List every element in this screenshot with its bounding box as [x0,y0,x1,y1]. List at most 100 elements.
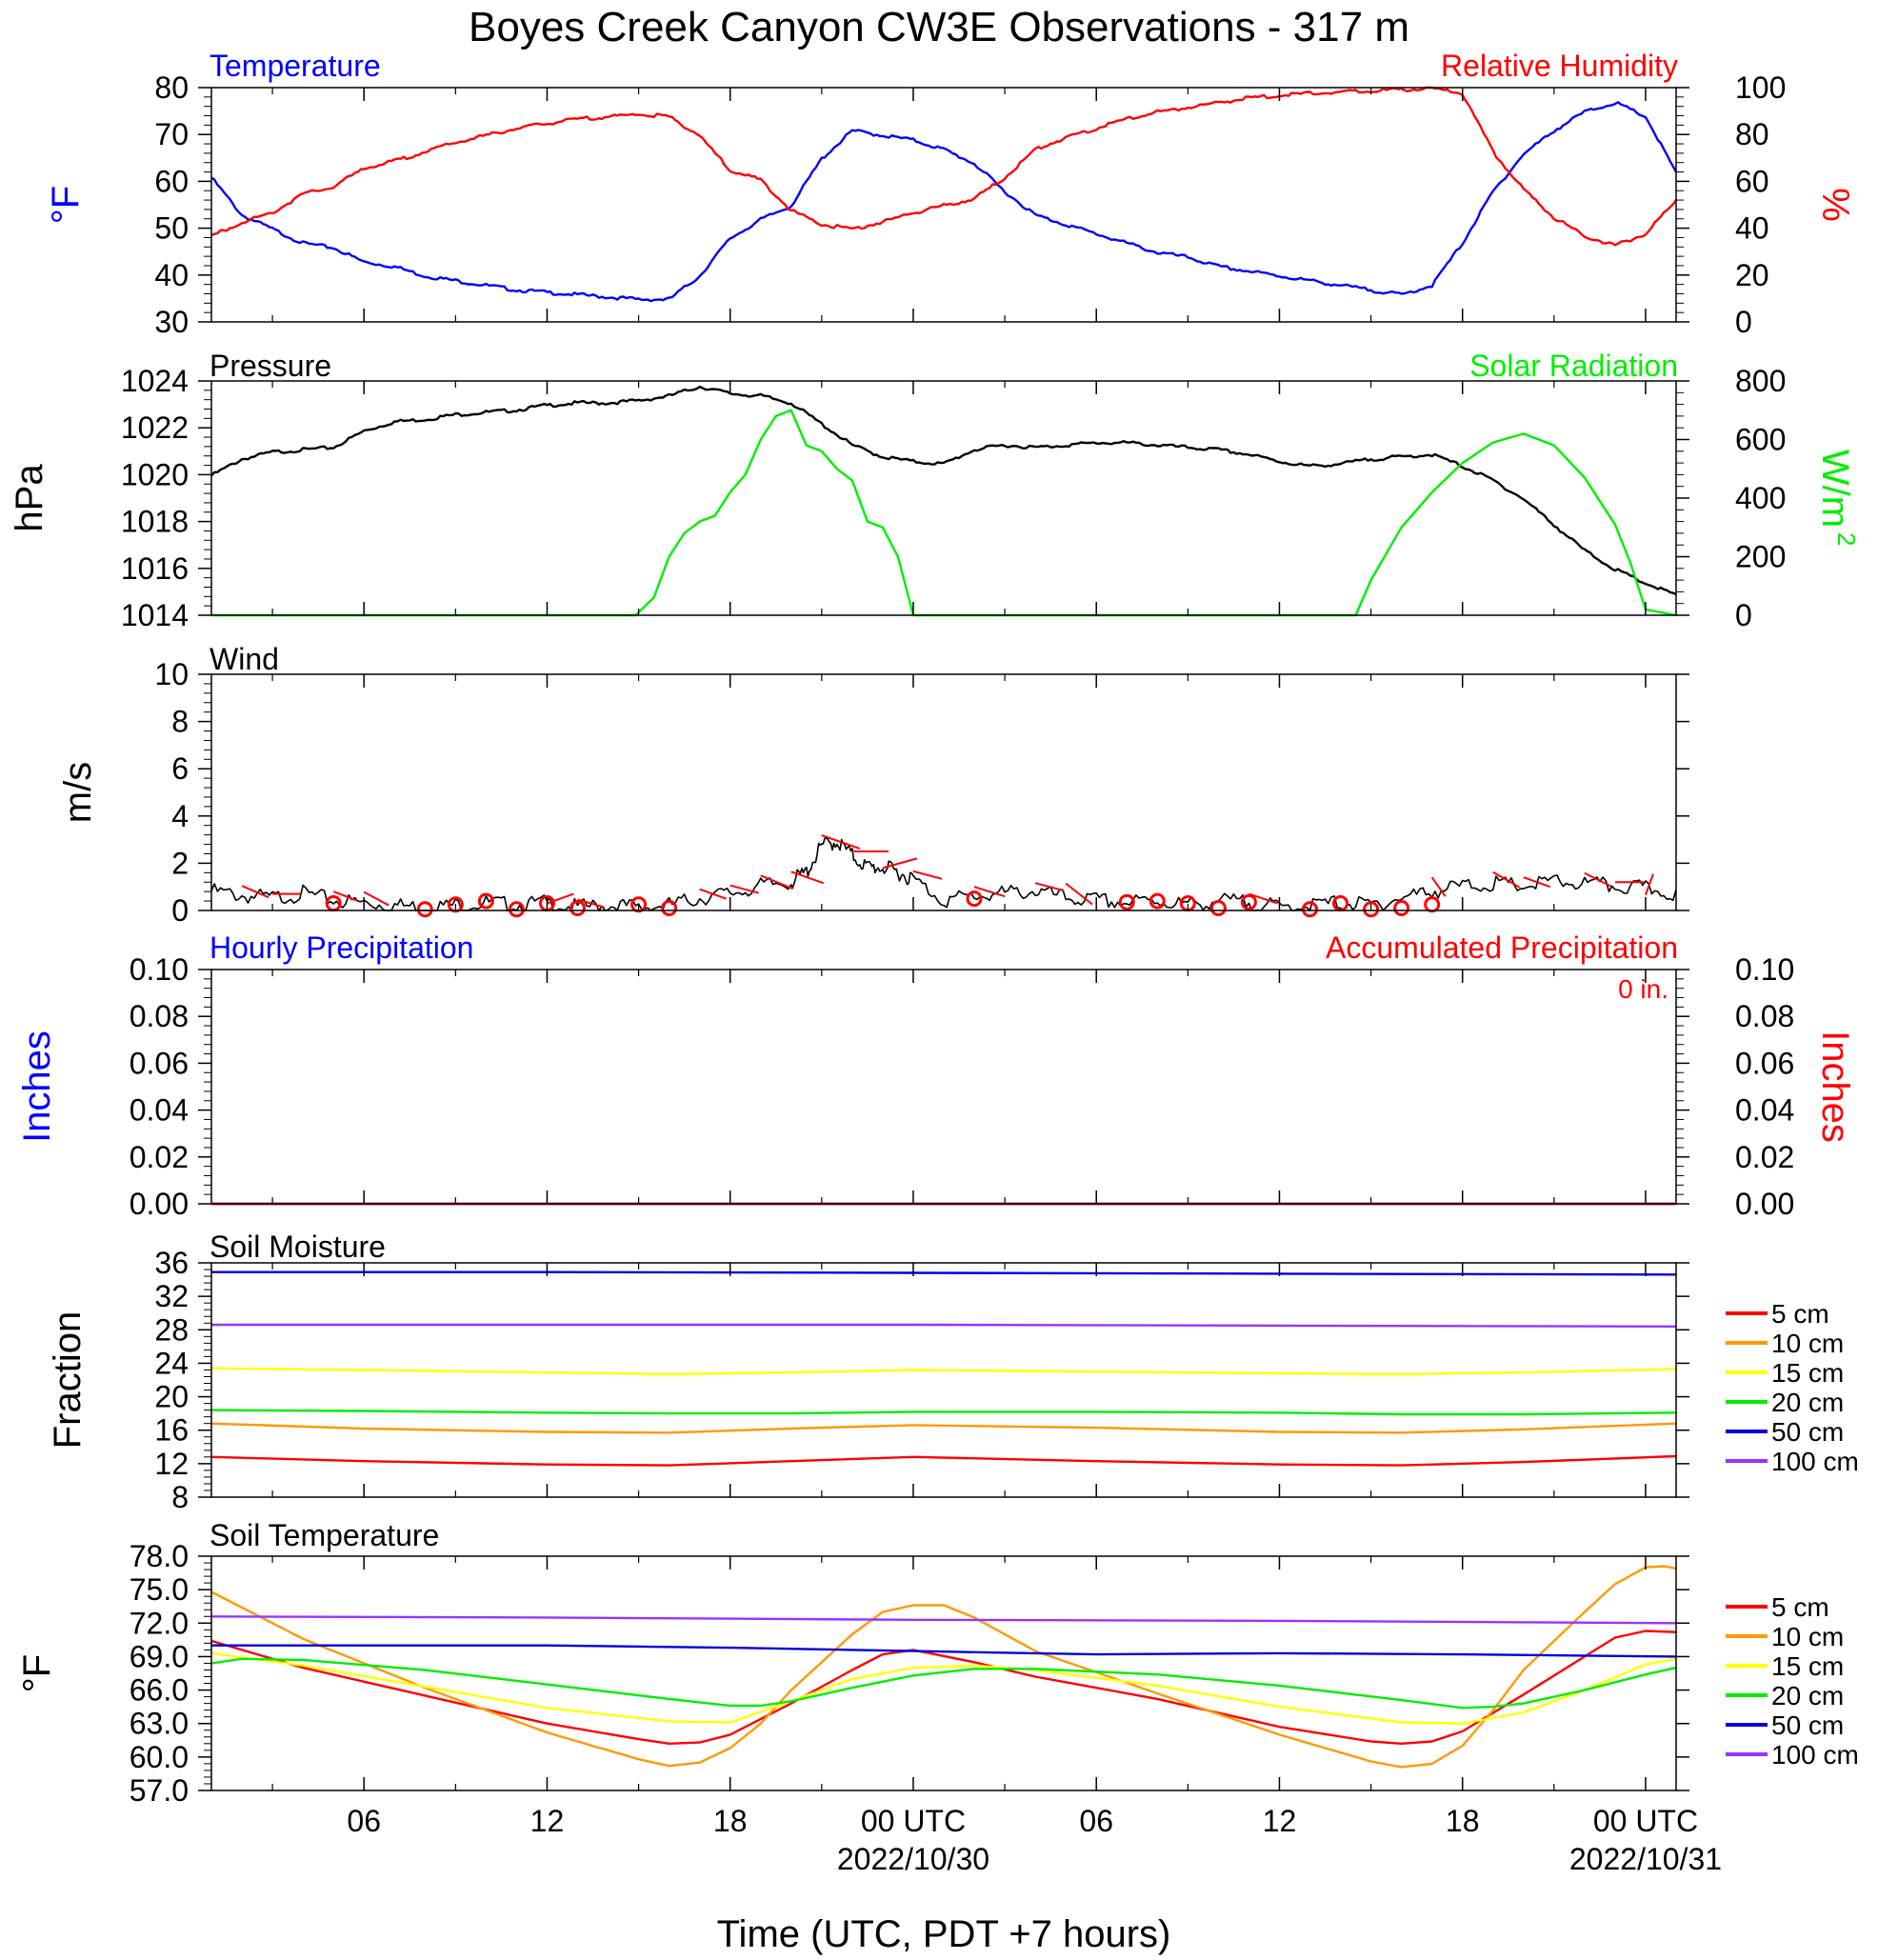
wind-barb [1065,882,1093,906]
hourly-precip-title: Hourly Precipitation [210,930,473,965]
y-tick-label: 28 [154,1312,189,1347]
calm-wind-marker [1393,900,1410,917]
y-tick-label: 75.0 [130,1572,189,1607]
calm-wind-marker [966,890,983,908]
pressure-title: Pressure [210,349,331,383]
pressure-ylabel: hPa [9,464,50,532]
time-axis-title: Time (UTC, PDT +7 hours) [717,1913,1171,1955]
wind-barb [1492,870,1521,889]
legend-label: 15 cm [1771,1651,1844,1681]
y-tick-label: 1014 [121,598,189,632]
wind-barb [241,885,270,899]
series-line-10-cm [210,1422,1677,1434]
y-tick-label: 0 [1735,598,1752,632]
legend-label: 50 cm [1771,1417,1844,1447]
panel-temp-rh: 30 40 50 60 70 80 0 20 40 60 80 100 Temperature Re… [45,49,1856,339]
wind-barb [1249,892,1278,905]
solar-ylabel-sup: 2 [1832,532,1861,546]
accum-precip-annotation: 0 in. [1618,974,1668,1004]
wind-barb [912,870,943,880]
legend-label: 20 cm [1771,1681,1844,1710]
x-tick-label: 12 [530,1804,565,1838]
y-tick-label: 20 [154,1380,189,1414]
y-tick-label: 30 [154,305,189,339]
y-tick-label: 10 [154,657,189,691]
panel-wind-frame [210,673,1677,911]
series-line-15-cm [210,1367,1677,1376]
wind-barb [363,890,390,907]
wind-barb [1584,871,1612,888]
calm-wind-marker [1424,896,1441,913]
wind-title: Wind [210,642,279,676]
y-tick-label: 63.0 [130,1707,189,1741]
panel-wind: 0 2 4 6 8 10 Wind m/s [57,642,1689,928]
date-label: 2022/10/30 [837,1842,989,1876]
legend-label: 10 cm [1771,1329,1844,1358]
y-tick-label: 60.0 [130,1740,189,1774]
wind-barb [973,886,1006,898]
y-tick-label: 100 [1735,70,1786,105]
series-line-50-cm [211,1644,1677,1658]
y-tick-label: 0.00 [130,1187,189,1221]
y-tick-label: 69.0 [130,1639,189,1673]
y-tick-label: 400 [1735,481,1786,515]
y-tick-label: 0.04 [1735,1093,1794,1128]
panel-soil-temperature-marks [210,1565,1677,1769]
calm-wind-marker [661,900,678,917]
y-tick-label: 1024 [121,364,189,398]
calm-wind-marker [1118,893,1135,910]
calm-wind-marker [1240,893,1257,910]
soil-moisture-title: Soil Moisture [210,1230,386,1264]
y-tick-label: 32 [154,1279,189,1313]
wind-barb [577,898,605,909]
y-tick-label: 8 [171,705,189,739]
temperature-ylabel: °F [45,186,87,224]
y-tick-label: 80 [1735,117,1769,151]
series-line-20-cm [210,1409,1677,1416]
panel-precipitation: 0.000.020.040.060.080.10 0.000.020.040.0… [16,930,1856,1221]
panel-temp-rh-left-ticks: 30 40 50 60 70 80 [154,70,211,339]
accum-precip-title: Accumulated Precipitation [1326,930,1678,965]
time-axis-labels: 06 12 18 00 UTC 06 12 18 00 UTC 2022/10/30 2022/1… [347,1804,1722,1876]
calm-wind-marker [508,901,525,918]
wind-barb [790,870,825,885]
calm-wind-marker [416,901,433,918]
y-tick-label: 6 [171,751,189,786]
solar-title: Solar Radiation [1469,349,1678,383]
y-tick-label: 1022 [121,410,189,445]
temperature-title: Temperature [210,49,381,83]
calm-wind-marker [1149,892,1166,910]
y-tick-label: 0.08 [130,999,189,1033]
wind-barb [1034,882,1065,892]
panel-pressure-solar: 1014 1016 1018 1020 1022 1024 0 200 400 600 800 P… [9,349,1861,632]
y-tick-label: 4 [171,799,189,833]
x-tick-label: 18 [713,1804,748,1838]
wind-barb [729,884,759,894]
y-tick-label: 78.0 [130,1539,189,1573]
series-line-5-cm [210,1454,1677,1467]
panel-temp-rh-frame [210,87,1677,323]
wind-barb [1430,876,1447,897]
y-tick-label: 80 [154,70,189,105]
y-tick-label: 20 [1735,258,1769,292]
wind-barb [547,892,574,905]
panel-soil-moisture-frame [210,1262,1677,1498]
accum-precip-ylabel: Inches [1814,1030,1856,1143]
panel-soil-temperature: 57.060.063.066.069.072.075.078.0 5 cm10 … [16,1518,1859,1808]
calm-wind-marker [1209,900,1227,917]
date-label: 2022/10/31 [1569,1842,1722,1876]
solar-ylabel: W/m 2 [1814,450,1861,547]
y-tick-label: 2 [171,846,189,880]
x-tick-label: 00 UTC [861,1804,966,1838]
panel-soil-temp-left-ticks: 57.060.063.066.069.072.075.078.0 [130,1539,1689,1808]
y-tick-label: 57.0 [130,1773,189,1808]
legend-label: 5 cm [1771,1299,1829,1329]
wind-barb [1645,873,1654,896]
panel-precipitation-frame [210,969,1677,1205]
y-tick-label: 40 [154,258,189,292]
y-tick-label: 70 [154,117,189,151]
y-tick-label: 0.06 [130,1046,189,1080]
